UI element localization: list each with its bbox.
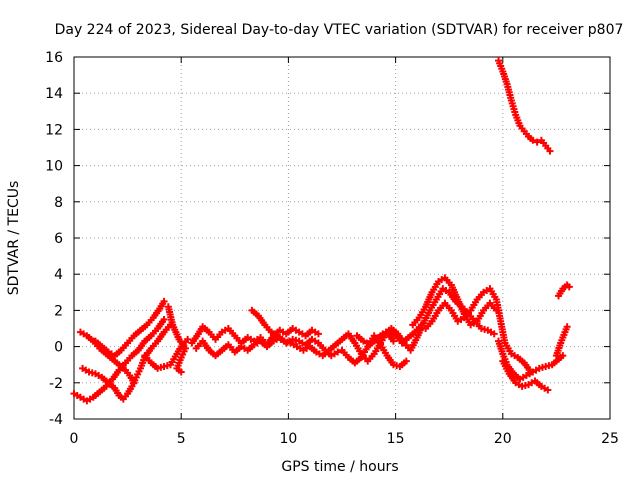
series-s12	[387, 285, 498, 354]
data-point	[184, 335, 192, 343]
data-point	[160, 315, 168, 323]
series-s14	[422, 285, 535, 376]
x-tick-label: 15	[387, 431, 405, 447]
series-s3	[79, 321, 174, 403]
data-points	[70, 57, 573, 405]
series-s13	[409, 274, 500, 329]
y-tick-label: 12	[45, 122, 63, 138]
data-point	[544, 386, 552, 394]
data-point	[533, 138, 541, 146]
x-axis-label: GPS time / hours	[281, 459, 398, 475]
data-point	[490, 330, 498, 338]
series-s19	[495, 57, 554, 155]
y-tick-label: -2	[49, 376, 63, 392]
series-s1	[70, 315, 168, 405]
x-tick-label: 0	[70, 431, 79, 447]
series-s8	[192, 334, 342, 360]
data-point	[563, 323, 571, 331]
chart-title: Day 224 of 2023, Sidereal Day-to-day VTE…	[55, 22, 624, 38]
series-s4	[91, 297, 168, 360]
x-tick-label: 5	[177, 431, 186, 447]
y-axis-label: SDTVAR / TECUs	[6, 181, 22, 296]
data-point	[565, 283, 573, 291]
data-point	[334, 348, 342, 356]
y-tick-label: 4	[54, 267, 63, 283]
y-tick-label: 14	[45, 86, 63, 102]
series-s16	[499, 357, 552, 394]
series-s18	[555, 281, 573, 300]
x-tick-label: 25	[601, 431, 619, 447]
data-point	[389, 337, 397, 345]
y-tick-label: 10	[45, 159, 63, 175]
y-tick-label: 8	[54, 195, 63, 211]
data-point	[402, 357, 410, 365]
data-point	[559, 352, 567, 360]
axis-ticks: 0 5 10 15 20 25 -4 -2 0 2 4 6 8 10 12 14 16	[45, 50, 619, 447]
y-tick-label: -4	[49, 412, 63, 428]
data-point	[160, 297, 168, 305]
grid	[74, 57, 610, 419]
y-tick-label: 16	[45, 50, 63, 66]
y-tick-label: 0	[54, 340, 63, 356]
x-tick-label: 10	[279, 431, 297, 447]
data-point	[314, 330, 322, 338]
series-s6	[164, 303, 189, 376]
data-point	[177, 368, 185, 376]
data-point	[546, 147, 554, 155]
y-tick-label: 6	[54, 231, 63, 247]
y-tick-label: 2	[54, 303, 63, 319]
data-point	[529, 136, 537, 144]
series-s17	[552, 323, 571, 360]
x-tick-label: 20	[494, 431, 512, 447]
